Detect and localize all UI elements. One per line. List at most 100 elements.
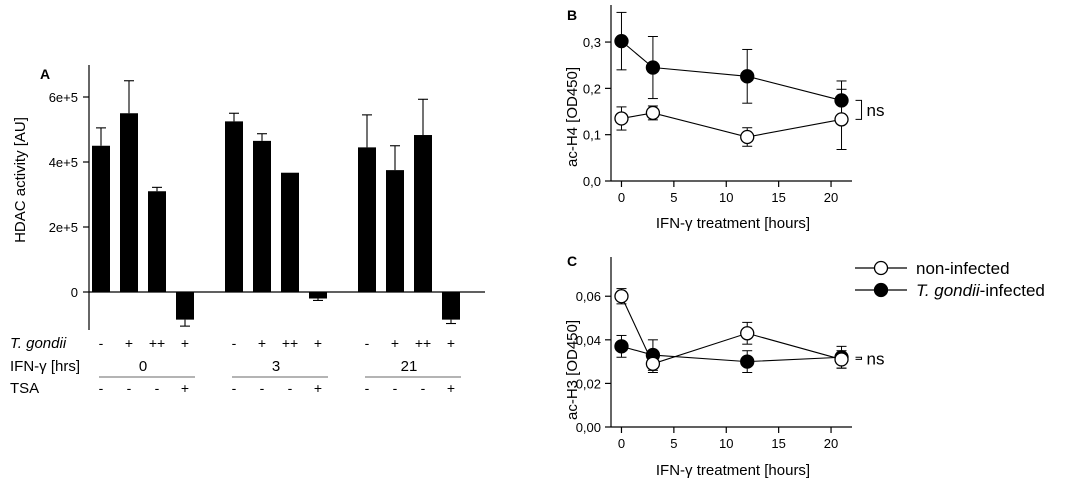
- bar: [148, 191, 166, 292]
- panel-a-y-ticks: 0 2e+5 4e+5 6e+5: [49, 90, 89, 300]
- tsa-sign: -: [421, 380, 426, 396]
- panel-a-condition-table: --+-++-++0--+-++-++3--+-++-++21: [99, 335, 461, 396]
- panel-c-label: C: [567, 253, 577, 269]
- series-line: [621, 112, 842, 138]
- ifn-group-label: 3: [272, 358, 280, 375]
- tgondii-sign: ++: [149, 335, 165, 351]
- tsa-sign: -: [260, 380, 265, 396]
- tsa-sign: -: [99, 380, 104, 396]
- tsa-sign: -: [155, 380, 160, 396]
- legend-label-noninfected: non-infected: [916, 259, 1010, 278]
- y-tick-label: 0,02: [576, 376, 601, 391]
- panel-a-bars: [92, 80, 460, 327]
- panel-a-y-tick-label: 2e+5: [49, 220, 78, 235]
- legend-label-infected: T. gondii-infected: [916, 281, 1045, 300]
- x-tick-label: 20: [824, 436, 838, 451]
- data-point: [740, 69, 755, 84]
- legend-label-infected-rest: -infected: [980, 281, 1045, 300]
- data-point: [834, 93, 849, 108]
- tsa-sign: -: [232, 380, 237, 396]
- x-tick-label: 0: [618, 436, 625, 451]
- tsa-sign: +: [314, 380, 322, 396]
- tsa-sign: -: [393, 380, 398, 396]
- panel-a-label: A: [40, 66, 50, 82]
- bar: [442, 292, 460, 320]
- ns-label: ns: [867, 101, 885, 120]
- tsa-sign: +: [181, 380, 189, 396]
- y-tick-label: 0,06: [576, 289, 601, 304]
- series-line: [621, 40, 842, 101]
- tgondii-sign: +: [258, 335, 266, 351]
- y-tick-label: 0,3: [583, 35, 601, 50]
- data-point: [834, 352, 849, 367]
- tgondii-sign: ++: [282, 335, 298, 351]
- x-tick-label: 5: [670, 190, 677, 205]
- tsa-sign: -: [288, 380, 293, 396]
- tgondii-sign: +: [447, 335, 455, 351]
- bar: [120, 113, 138, 292]
- bar: [309, 292, 327, 299]
- panel-c-plot: 0,00 0,02 0,04 0,06 0 5 10 15 20 ns: [576, 257, 885, 451]
- y-tick-label: 0,2: [583, 81, 601, 96]
- data-point: [740, 354, 755, 369]
- tsa-sign: +: [447, 380, 455, 396]
- legend-marker-infected: [873, 282, 889, 298]
- tsa-sign: -: [365, 380, 370, 396]
- panel-a-y-label: HDAC activity [AU]: [12, 117, 29, 243]
- y-tick-label: 0,0: [583, 174, 601, 189]
- legend-marker-noninfected: [873, 260, 889, 276]
- tsa-sign: -: [127, 380, 132, 396]
- legend: non-infected T. gondii-infected: [855, 259, 1045, 300]
- panel-b-x-label: IFN-γ treatment [hours]: [656, 215, 810, 232]
- tgondii-sign: +: [314, 335, 322, 351]
- data-point: [740, 129, 755, 145]
- data-point: [740, 326, 755, 341]
- ns-bracket: [855, 356, 863, 360]
- x-tick-label: 10: [719, 436, 733, 451]
- data-point: [645, 356, 661, 371]
- tgondii-sign: ++: [415, 335, 431, 351]
- y-tick-label: 0,1: [583, 128, 601, 143]
- data-point: [834, 112, 849, 127]
- data-point: [614, 339, 629, 354]
- ifn-group-label: 0: [139, 358, 147, 375]
- row-label-ifn: IFN-γ [hrs]: [10, 358, 80, 375]
- panel-c-y-label: ac-H3 [OD450]: [564, 320, 581, 420]
- panel-a-y-tick-label: 6e+5: [49, 90, 78, 105]
- tgondii-sign: +: [181, 335, 189, 351]
- tgondii-sign: -: [232, 335, 237, 351]
- x-tick-label: 20: [824, 190, 838, 205]
- tgondii-sign: +: [391, 335, 399, 351]
- x-tick-label: 10: [719, 190, 733, 205]
- data-point: [645, 60, 661, 75]
- panel-b-y-label: ac-H4 [OD450]: [564, 67, 581, 167]
- bar: [281, 172, 299, 292]
- x-tick-label: 15: [771, 190, 785, 205]
- ns-label: ns: [867, 349, 885, 368]
- x-tick-label: 5: [670, 436, 677, 451]
- panel-b-plot: 0,0 0,1 0,2 0,3 0 5 10 15 20 ns: [583, 5, 885, 205]
- panel-a-y-tick-label: 0: [71, 285, 78, 300]
- tgondii-sign: -: [365, 335, 370, 351]
- data-point: [645, 105, 661, 121]
- bar: [225, 121, 243, 292]
- x-tick-label: 0: [618, 190, 625, 205]
- series-line: [620, 295, 842, 365]
- x-tick-label: 15: [771, 436, 785, 451]
- panel-a-y-tick-label: 4e+5: [49, 155, 78, 170]
- panel-c-x-label: IFN-γ treatment [hours]: [656, 462, 810, 479]
- data-point: [614, 111, 629, 126]
- tgondii-sign: +: [125, 335, 133, 351]
- bar: [386, 170, 404, 292]
- y-tick-label: 0,00: [576, 420, 601, 435]
- tgondii-sign: -: [99, 335, 104, 351]
- row-label-tgondii: T. gondii: [10, 335, 67, 352]
- data-point: [614, 289, 629, 304]
- data-point: [614, 33, 629, 49]
- row-label-tsa: TSA: [10, 380, 39, 397]
- bar: [176, 292, 194, 320]
- legend-label-infected-italic: T. gondii: [916, 281, 981, 300]
- bar: [92, 145, 110, 292]
- series-line: [621, 345, 842, 363]
